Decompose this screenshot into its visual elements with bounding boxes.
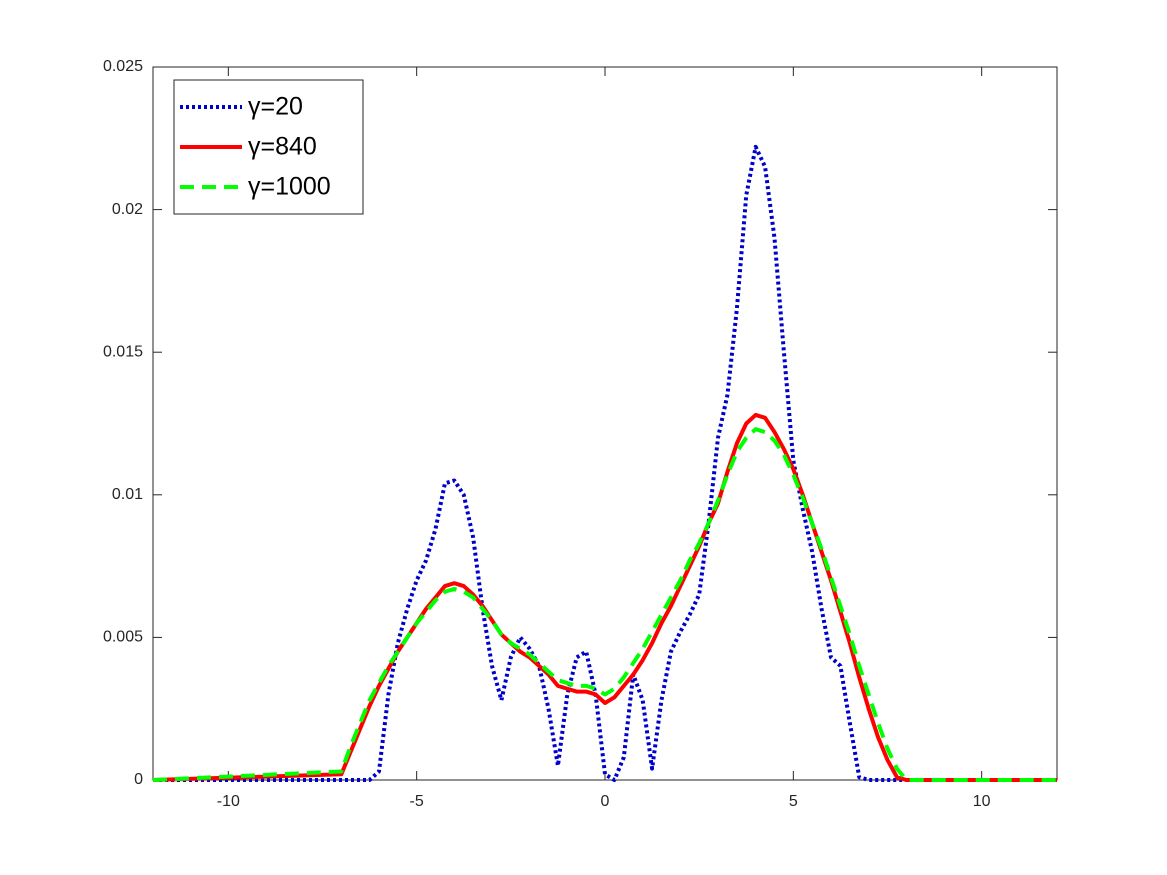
y-tick-label: 0.015	[103, 343, 143, 360]
line-series	[152, 427, 1057, 782]
y-tick-label: 0.025	[103, 58, 143, 75]
x-tick-label: -10	[217, 793, 240, 810]
y-tick-label: 0	[134, 771, 143, 788]
x-tick-label: 5	[789, 793, 798, 810]
line-series	[153, 144, 1057, 782]
y-tick-label: 0.01	[112, 486, 143, 503]
x-tick-label: -5	[410, 793, 424, 810]
legend-label: γ=1000	[248, 173, 331, 201]
y-tick-label: 0.005	[103, 629, 143, 646]
x-tick-label: 0	[601, 793, 610, 810]
x-tick-label: 10	[973, 793, 991, 810]
y-tick-label: 0.02	[112, 201, 143, 218]
legend-label: γ=840	[248, 133, 317, 161]
legend-label: γ=20	[248, 93, 303, 121]
legend: γ=20 γ=840 γ=1000	[173, 79, 364, 215]
